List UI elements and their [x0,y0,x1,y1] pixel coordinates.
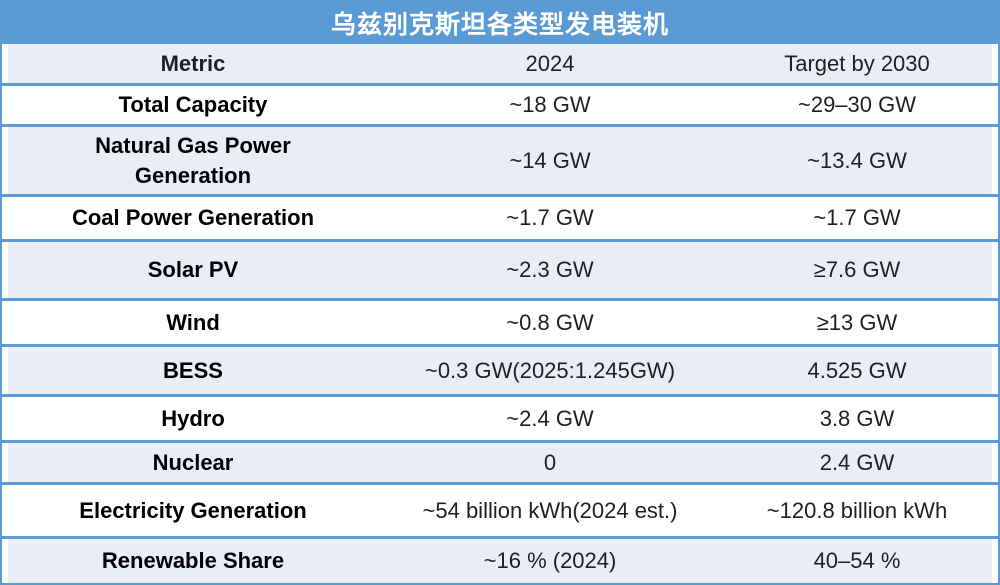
column-header-target-2030: Target by 2030 [784,50,930,76]
value-2024-cell: ~2.4 GW [506,405,594,431]
value-2024-cell: 0 [543,449,557,475]
value-2024-cell: ~2.3 GW [506,257,594,283]
column-header-metric: Metric [160,50,226,76]
table-row: Wind ~0.8 GW ≥13 GW [2,301,998,347]
metric-cell: Renewable Share [101,548,285,574]
metric-cell: Solar PV [147,257,239,283]
value-2030-cell: 4.525 GW [807,357,907,383]
table-row: Natural Gas Power Generation ~14 GW ~13.… [2,127,998,197]
value-2024-cell: ~1.7 GW [506,205,594,231]
metric-cell: Natural Gas Power Generation [95,132,291,188]
value-2030-cell: 40–54 % [813,548,901,574]
value-2030-cell: ~29–30 GW [797,92,916,118]
table-row: Hydro ~2.4 GW 3.8 GW [2,397,998,443]
table-header-row: Metric 2024 Target by 2030 [2,44,998,86]
metric-cell: Electricity Generation [79,497,307,523]
value-2030-cell: ~13.4 GW [807,147,907,173]
metric-cell: Coal Power Generation [71,205,315,231]
value-2030-cell: ~120.8 billion kWh [766,497,948,523]
value-2024-cell: ~16 % (2024) [483,548,617,574]
table-row: Total Capacity ~18 GW ~29–30 GW [2,86,998,127]
value-2024-cell: ~14 GW [509,147,591,173]
table-row: BESS ~0.3 GW(2025:1.245GW) 4.525 GW [2,347,998,397]
table-row: Coal Power Generation ~1.7 GW ~1.7 GW [2,197,998,242]
table-row: Nuclear 0 2.4 GW [2,443,998,485]
value-2030-cell: 2.4 GW [819,449,895,475]
metric-cell: Hydro [161,405,225,431]
value-2024-cell: ~54 billion kWh(2024 est.) [422,497,678,523]
value-2024-cell: ~18 GW [509,92,591,118]
table-body: Total Capacity ~18 GW ~29–30 GW Natural … [2,86,998,583]
table-title: 乌兹别克斯坦各类型发电装机 [2,2,998,44]
metric-cell: BESS [163,357,223,383]
value-2024-cell: ~0.8 GW [506,309,594,335]
metric-cell: Total Capacity [118,92,268,118]
metric-cell: Wind [166,309,220,335]
table-row: Electricity Generation ~54 billion kWh(2… [2,485,998,539]
value-2024-cell: ~0.3 GW(2025:1.245GW) [424,357,676,383]
table-row: Renewable Share ~16 % (2024) 40–54 % [2,539,998,583]
value-2030-cell: ~1.7 GW [813,205,901,231]
value-2030-cell: ≥7.6 GW [813,257,901,283]
metric-cell: Nuclear [152,449,234,475]
column-header-2024: 2024 [525,50,575,76]
value-2030-cell: 3.8 GW [819,405,895,431]
value-2030-cell: ≥13 GW [816,309,898,335]
table-row: Solar PV ~2.3 GW ≥7.6 GW [2,242,998,301]
